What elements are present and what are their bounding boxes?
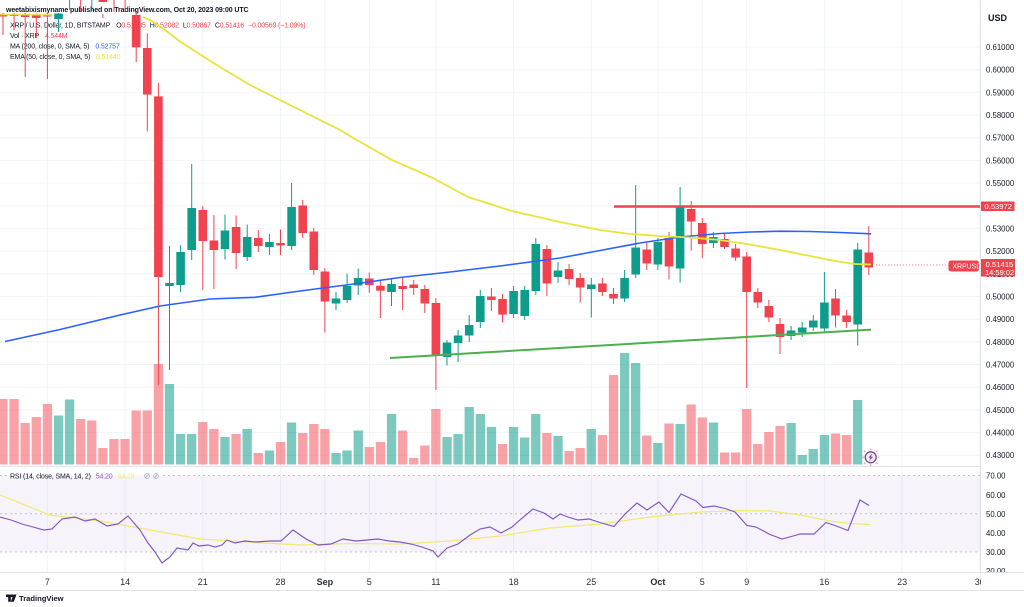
svg-text:14: 14	[120, 577, 130, 587]
svg-text:TradingView: TradingView	[19, 594, 64, 603]
svg-text:23: 23	[897, 577, 907, 587]
svg-text:0.45000: 0.45000	[986, 406, 1015, 415]
svg-text:EMA (50, close, 0, SMA, 5)0.51: EMA (50, close, 0, SMA, 5) 0.51440	[10, 54, 121, 61]
svg-text:0.52000: 0.52000	[986, 247, 1015, 256]
svg-text:16: 16	[819, 577, 829, 587]
svg-text:14:59:02: 14:59:02	[985, 268, 1014, 277]
svg-text:20.00: 20.00	[986, 567, 1006, 576]
svg-text:0.60000: 0.60000	[986, 66, 1015, 75]
svg-text:USD: USD	[988, 13, 1008, 23]
svg-text:30: 30	[975, 577, 985, 587]
svg-text:0.53000: 0.53000	[986, 224, 1015, 233]
svg-text:30.00: 30.00	[986, 548, 1006, 557]
svg-text:25: 25	[586, 577, 596, 587]
svg-text:9: 9	[744, 577, 749, 587]
svg-text:0.48000: 0.48000	[986, 338, 1015, 347]
svg-text:Oct: Oct	[650, 577, 665, 587]
svg-text:MA (200, close, 0, SMA, 5)0.52: MA (200, close, 0, SMA, 5) 0.52757	[10, 44, 120, 51]
svg-text:5: 5	[367, 577, 372, 587]
svg-text:60.00: 60.00	[986, 491, 1006, 500]
svg-text:5: 5	[700, 577, 705, 587]
svg-text:Sep: Sep	[317, 577, 334, 587]
svg-text:70.00: 70.00	[986, 472, 1006, 481]
svg-text:11: 11	[431, 577, 440, 587]
svg-text:40.00: 40.00	[986, 529, 1006, 538]
svg-text:0.57000: 0.57000	[986, 134, 1015, 143]
svg-text:0.50000: 0.50000	[986, 293, 1015, 302]
svg-text:18: 18	[509, 577, 519, 587]
svg-text:21: 21	[198, 577, 208, 587]
svg-text:0.53972: 0.53972	[985, 202, 1012, 211]
svg-text:0.55000: 0.55000	[986, 179, 1015, 188]
svg-text:0.47000: 0.47000	[986, 361, 1015, 370]
svg-text:0.51415: 0.51415	[986, 260, 1014, 269]
svg-text:0.46000: 0.46000	[986, 383, 1015, 392]
svg-text:XRPUSD: XRPUSD	[953, 264, 982, 271]
svg-text:0.61000: 0.61000	[986, 43, 1015, 52]
svg-text:28: 28	[275, 577, 285, 587]
svg-text:RSI (14, close, SMA, 14, 2)54.: RSI (14, close, SMA, 14, 2) 54.20 44.23	[10, 474, 135, 481]
svg-text:0.49000: 0.49000	[986, 315, 1015, 324]
svg-text:0.56000: 0.56000	[986, 156, 1015, 165]
svg-text:0.43000: 0.43000	[986, 451, 1015, 460]
svg-text:7: 7	[45, 577, 50, 587]
svg-text:0.59000: 0.59000	[986, 88, 1015, 97]
svg-text:weetabixismyname published on: weetabixismyname published on TradingVie…	[5, 7, 249, 14]
svg-text:50.00: 50.00	[986, 510, 1006, 519]
svg-text:0.44000: 0.44000	[986, 429, 1015, 438]
svg-text:0.58000: 0.58000	[986, 111, 1015, 120]
